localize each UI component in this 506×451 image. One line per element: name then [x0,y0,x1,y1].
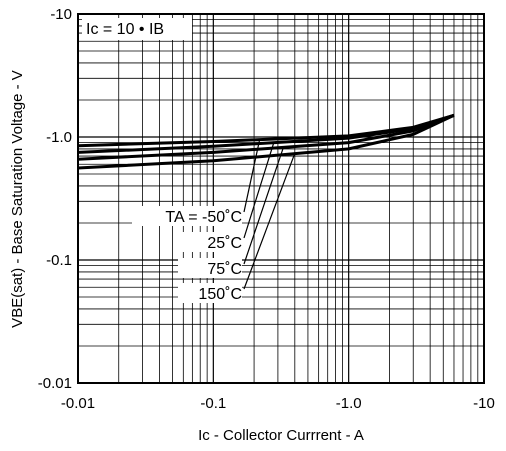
leader-line [243,142,275,239]
y-axis-label: VBE(sat) - Base Saturation Voltage - V [9,70,26,328]
series-curve-3 [77,113,455,170]
leader-line [243,153,296,290]
x-axis-label: Ic - Collector Currrent - A [198,427,364,444]
series-label: 75˚C [207,261,242,278]
series-label: 25˚C [207,235,242,252]
x-tick-label: -0.01 [61,395,95,412]
x-tick-labels: -0.01 -0.1 -1.0 -10 [61,395,495,412]
series-label-bg [132,206,242,226]
y-tick-label: -1.0 [46,129,72,146]
grid [77,14,484,384]
curves [77,113,455,170]
series-curve-2 [77,113,455,161]
condition-label: Ic = 10 • IB [86,21,164,38]
x-tick-label: -0.1 [200,395,226,412]
series-label: 150˚C [198,286,242,303]
y-tick-labels: -10 -1.0 -0.1 -0.01 [38,6,72,392]
y-tick-label: -0.01 [38,375,72,392]
series-label-bg [178,232,242,252]
plot-frame [77,13,485,384]
series-label-bg [178,283,242,303]
series-label: TA = -50˚C [165,209,242,226]
leader-lines [243,139,296,290]
series-labels: TA = -50˚C 25˚C 75˚C 150˚C [132,206,242,303]
x-tick-label: -10 [473,395,495,412]
condition-box [82,18,192,40]
y-tick-label: -10 [50,6,72,23]
series-label-bg [178,258,242,278]
leader-line [243,139,261,213]
x-tick-label: -1.0 [336,395,362,412]
y-tick-label: -0.1 [46,252,72,269]
leader-line [243,146,285,265]
